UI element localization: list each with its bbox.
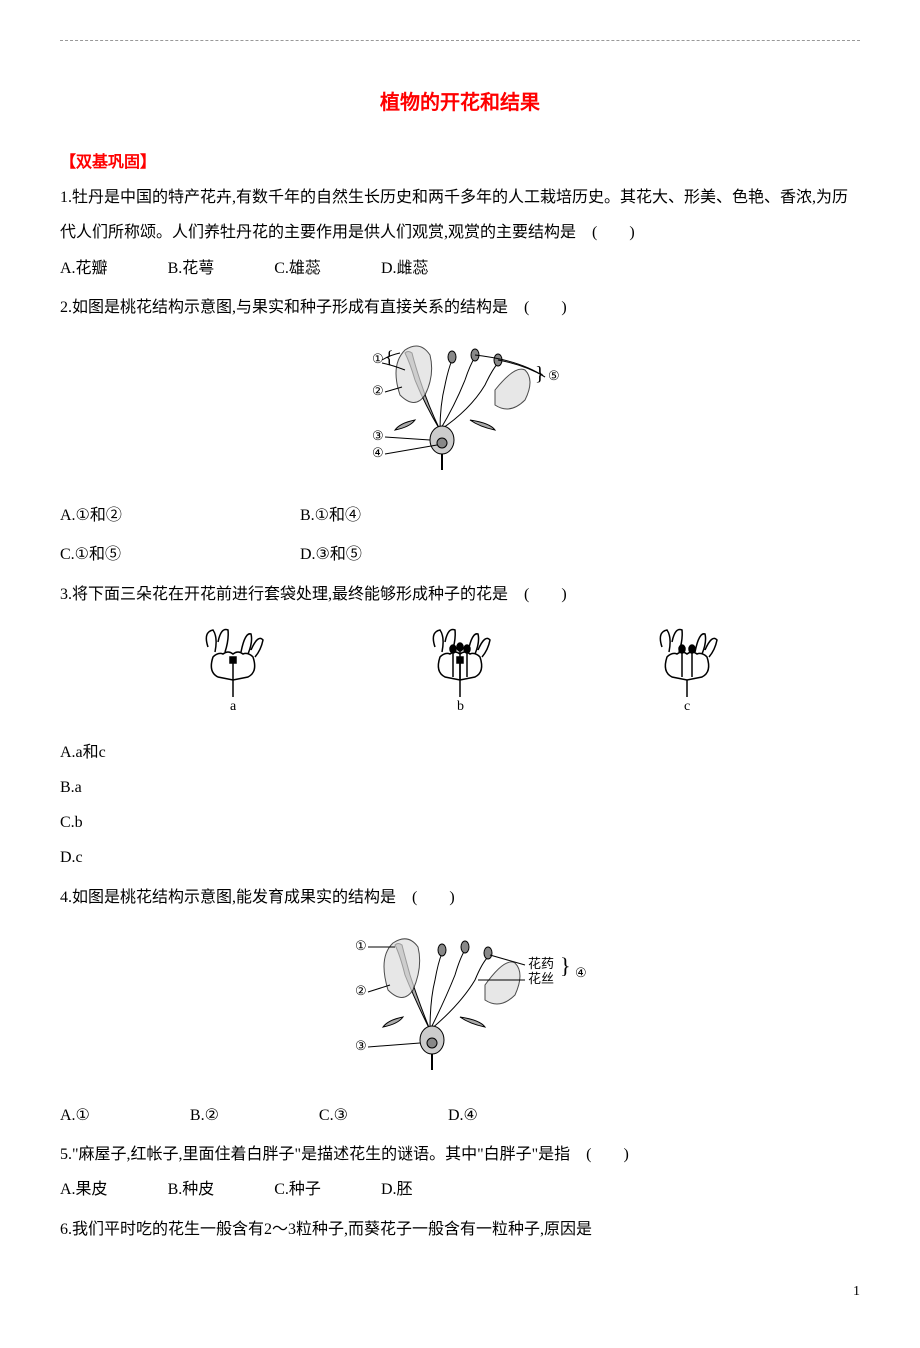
- question-3: 3.将下面三朵花在开花前进行套袋处理,最终能够形成种子的花是 ( ) a: [60, 577, 860, 876]
- q4-opt-a: A.①: [60, 1098, 90, 1133]
- question-2: 2.如图是桃花结构示意图,与果实和种子形成有直接关系的结构是 ( ) ①: [60, 290, 860, 573]
- q3-figure: a b: [120, 622, 800, 725]
- q2-opt-b: B.①和④: [300, 498, 540, 533]
- svg-text:④: ④: [575, 965, 587, 980]
- flower-b-icon: b: [420, 622, 500, 712]
- q2-options: A.①和② B.①和④ C.①和⑤ D.③和⑤: [60, 498, 860, 572]
- q3-opt-c: C.b: [60, 805, 860, 840]
- document-title: 植物的开花和结果: [60, 81, 860, 125]
- q5-options: A.果皮 B.种皮 C.种子 D.胚: [60, 1172, 860, 1207]
- svg-text:{: {: [385, 347, 394, 367]
- page-number: 1: [60, 1277, 860, 1308]
- top-divider: [60, 40, 860, 41]
- flower-diagram-icon: ① { ② ③ ④ ⑤ }: [330, 335, 590, 475]
- annot-2: 花丝: [528, 971, 554, 986]
- svg-text:①: ①: [372, 351, 384, 366]
- flower-c-icon: c: [647, 622, 727, 712]
- q4-opt-b: B.②: [190, 1098, 219, 1133]
- question-1: 1.牡丹是中国的特产花卉,有数千年的自然生长历史和两千多年的人工栽培历史。其花大…: [60, 180, 860, 286]
- flower-a-icon: a: [193, 622, 273, 712]
- question-4: 4.如图是桃花结构示意图,能发育成果实的结构是 ( ) ①: [60, 880, 860, 1134]
- q2-figure: ① { ② ③ ④ ⑤ }: [60, 335, 860, 488]
- svg-text:⑤: ⑤: [548, 368, 560, 383]
- svg-text:③: ③: [372, 428, 384, 443]
- q3-opt-d: D.c: [60, 840, 860, 875]
- q2-opt-c: C.①和⑤: [60, 537, 300, 572]
- q4-opt-d: D.④: [448, 1098, 478, 1133]
- q3-text: 3.将下面三朵花在开花前进行套袋处理,最终能够形成种子的花是 ( ): [60, 577, 860, 612]
- question-5: 5."麻屋子,红帐子,里面住着白胖子"是描述花生的谜语。其中"白胖子"是指 ( …: [60, 1137, 860, 1207]
- svg-text:}: }: [535, 363, 545, 385]
- svg-text:③: ③: [355, 1038, 367, 1053]
- svg-text:①: ①: [355, 938, 367, 953]
- label-b: b: [457, 699, 464, 712]
- q1-opt-b: B.花萼: [168, 251, 215, 286]
- svg-text:}: }: [560, 953, 571, 978]
- q3-opt-b: B.a: [60, 770, 860, 805]
- q2-opt-d: D.③和⑤: [300, 537, 540, 572]
- q3-options: A.a和c B.a C.b D.c: [60, 735, 860, 876]
- label-a: a: [230, 699, 237, 712]
- label-c: c: [684, 699, 690, 712]
- q4-figure: ① ② ③ 花药 花丝 } ④: [60, 925, 860, 1088]
- q3-flower-b: b: [420, 622, 500, 725]
- q2-opt-a: A.①和②: [60, 498, 300, 533]
- svg-text:④: ④: [372, 445, 384, 460]
- question-6: 6.我们平时吃的花生一般含有2～3粒种子,而葵花子一般含有一粒种子,原因是: [60, 1212, 860, 1247]
- q1-opt-c: C.雄蕊: [274, 251, 321, 286]
- flower-diagram-4-icon: ① ② ③ 花药 花丝 } ④: [300, 925, 620, 1075]
- q2-text: 2.如图是桃花结构示意图,与果实和种子形成有直接关系的结构是 ( ): [60, 290, 860, 325]
- q5-opt-a: A.果皮: [60, 1172, 108, 1207]
- section-header: 【双基巩固】: [60, 145, 860, 180]
- q1-text: 1.牡丹是中国的特产花卉,有数千年的自然生长历史和两千多年的人工栽培历史。其花大…: [60, 180, 860, 250]
- q4-opt-c: C.③: [319, 1098, 348, 1133]
- q6-text: 6.我们平时吃的花生一般含有2～3粒种子,而葵花子一般含有一粒种子,原因是: [60, 1212, 860, 1247]
- svg-text:②: ②: [372, 383, 384, 398]
- q4-text: 4.如图是桃花结构示意图,能发育成果实的结构是 ( ): [60, 880, 860, 915]
- q3-flower-a: a: [193, 622, 273, 725]
- q1-opt-d: D.雌蕊: [381, 251, 429, 286]
- q5-opt-b: B.种皮: [168, 1172, 215, 1207]
- q3-opt-a: A.a和c: [60, 735, 860, 770]
- q5-opt-d: D.胚: [381, 1172, 413, 1207]
- svg-text:②: ②: [355, 983, 367, 998]
- q5-text: 5."麻屋子,红帐子,里面住着白胖子"是描述花生的谜语。其中"白胖子"是指 ( …: [60, 1137, 860, 1172]
- q1-options: A.花瓣 B.花萼 C.雄蕊 D.雌蕊: [60, 251, 860, 286]
- annot-1: 花药: [528, 956, 554, 971]
- q3-flower-c: c: [647, 622, 727, 725]
- q5-opt-c: C.种子: [274, 1172, 321, 1207]
- q1-opt-a: A.花瓣: [60, 251, 108, 286]
- q4-options: A.① B.② C.③ D.④: [60, 1098, 860, 1133]
